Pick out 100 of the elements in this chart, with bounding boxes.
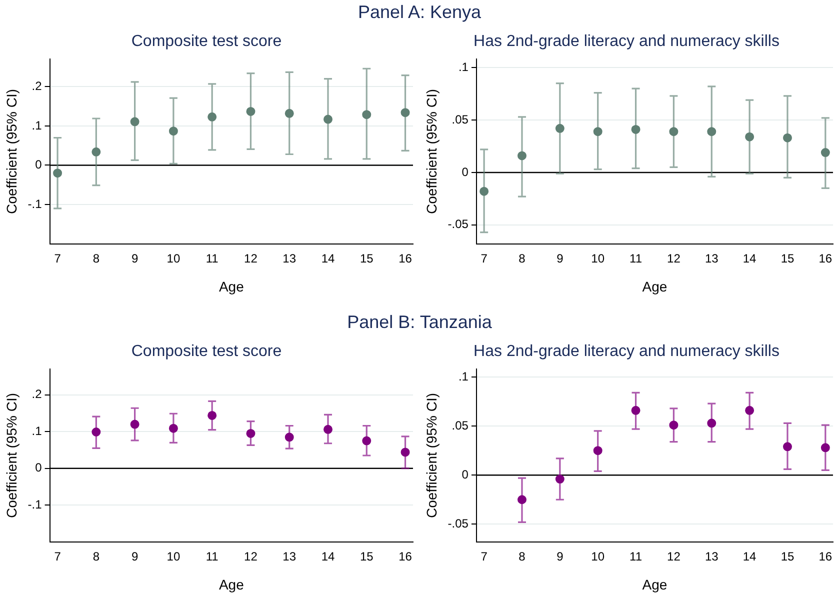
point — [168, 126, 178, 136]
x-tick-label: 8 — [92, 549, 100, 564]
x-tick-label: 11 — [630, 251, 642, 266]
y-tick-label: -.1 — [28, 196, 42, 211]
x-tick-label: 13 — [704, 549, 719, 564]
x-tick-label: 12 — [667, 251, 681, 266]
point — [707, 418, 716, 428]
point — [362, 110, 372, 120]
x-tick-label: 10 — [591, 549, 605, 564]
y-axis-title: Coefficient (95% CI) — [3, 88, 20, 214]
x-tick-label: 12 — [667, 549, 681, 564]
point — [92, 147, 101, 156]
point — [555, 474, 564, 484]
point — [168, 424, 178, 433]
chart-title: Composite test score — [131, 33, 282, 50]
x-axis-title: Age — [218, 278, 244, 294]
x-tick-label: 16 — [398, 549, 412, 564]
y-tick-label: 0 — [462, 164, 469, 179]
y-tick-label: .1 — [458, 60, 469, 74]
y-tick-label: .2 — [32, 79, 42, 94]
point — [631, 406, 640, 415]
point — [362, 436, 372, 446]
point — [208, 112, 217, 122]
chart-title: Composite test score — [131, 343, 282, 360]
point — [631, 124, 640, 134]
point — [593, 446, 602, 456]
x-tick-label: 11 — [206, 549, 219, 564]
x-tick-label: 16 — [818, 549, 832, 564]
point — [400, 448, 410, 457]
x-tick-label: 7 — [54, 549, 62, 564]
y-tick-label: 0 — [462, 467, 469, 482]
point — [555, 124, 564, 133]
x-tick-label: 11 — [630, 549, 642, 564]
point — [745, 132, 754, 142]
point — [284, 432, 294, 442]
x-tick-label: 11 — [206, 251, 219, 266]
point — [208, 410, 217, 420]
y-tick-label: 0 — [35, 158, 42, 172]
y-tick-label: .1 — [458, 369, 469, 384]
y-tick-label: -.1 — [28, 497, 42, 512]
point — [92, 427, 101, 436]
x-tick-label: 13 — [282, 549, 296, 564]
point — [53, 168, 62, 178]
point — [820, 148, 830, 158]
point — [246, 106, 256, 116]
y-tick-label: .05 — [452, 112, 469, 126]
x-tick-label: 9 — [556, 549, 564, 564]
x-tick-label: 10 — [166, 549, 180, 564]
point — [820, 443, 830, 452]
chart-title: Has 2nd-grade literacy and numeracy skills — [474, 33, 780, 50]
y-tick-label: -.05 — [448, 516, 469, 530]
point — [593, 127, 602, 136]
x-tick-label: 12 — [244, 251, 258, 266]
point — [517, 151, 526, 160]
point — [517, 495, 526, 504]
x-axis-title: Age — [218, 576, 244, 592]
point — [707, 127, 716, 136]
x-tick-label: 14 — [742, 251, 757, 266]
x-tick-label: 7 — [480, 549, 488, 564]
y-axis-title: Coefficient (95% CI) — [3, 392, 20, 518]
y-tick-label: 0 — [35, 460, 42, 475]
point — [480, 186, 489, 196]
x-tick-label: 15 — [360, 251, 374, 266]
y-tick-label: -.05 — [448, 217, 469, 232]
x-tick-label: 8 — [518, 251, 526, 266]
x-tick-label: 14 — [742, 549, 757, 564]
x-tick-label: 13 — [704, 251, 719, 266]
y-axis-title: Coefficient (95% CI) — [423, 392, 440, 518]
y-tick-label: .1 — [32, 424, 42, 438]
text: Panel A: Kenya — [356, 2, 482, 23]
point — [323, 424, 332, 434]
y-axis-title: Coefficient (95% CI) — [423, 88, 440, 214]
point — [323, 114, 332, 124]
x-tick-label: 14 — [321, 251, 335, 266]
x-tick-label: 10 — [166, 251, 180, 266]
x-tick-label: 7 — [480, 251, 488, 266]
y-tick-label: .05 — [452, 418, 469, 432]
x-tick-label: 12 — [244, 549, 258, 564]
x-tick-label: 9 — [131, 251, 138, 266]
point — [669, 420, 678, 430]
point — [130, 420, 140, 429]
point — [745, 406, 754, 415]
x-tick-label: 16 — [398, 251, 412, 266]
chart-title: Has 2nd-grade literacy and numeracy skills — [474, 343, 780, 360]
x-tick-label: 15 — [360, 549, 374, 564]
x-tick-label: 9 — [556, 251, 564, 266]
x-tick-label: 13 — [282, 251, 296, 266]
x-tick-label: 15 — [780, 251, 794, 266]
x-tick-label: 9 — [131, 549, 138, 564]
y-tick-label: .1 — [32, 118, 42, 132]
point — [782, 442, 792, 452]
point — [284, 108, 294, 118]
y-tick-label: .2 — [32, 387, 42, 402]
point — [130, 117, 140, 126]
x-axis-title: Age — [642, 576, 668, 592]
point — [400, 108, 410, 118]
x-tick-label: 7 — [54, 251, 62, 266]
x-tick-label: 14 — [321, 549, 335, 564]
point — [782, 133, 792, 142]
point — [246, 428, 256, 438]
